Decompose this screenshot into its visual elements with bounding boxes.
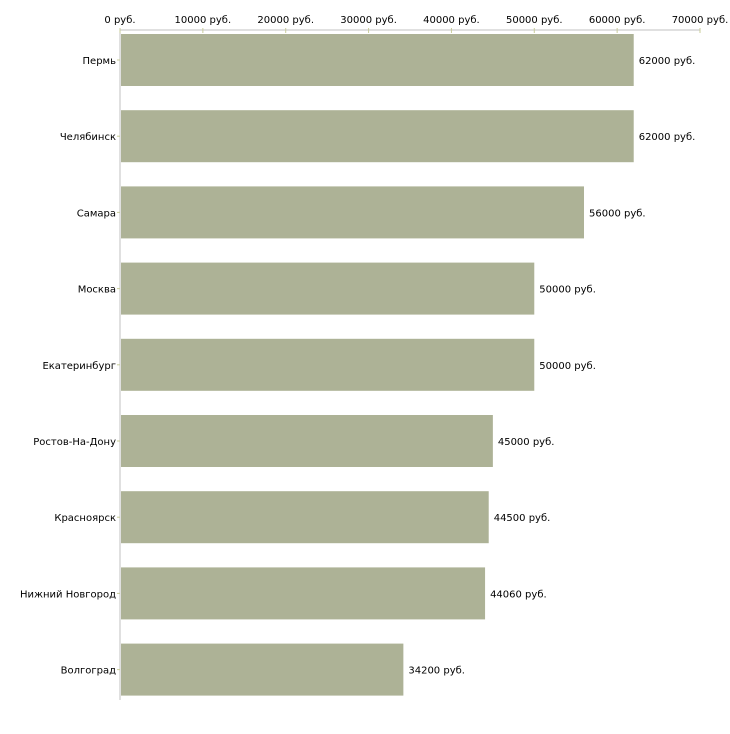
y-tick-label: Красноярск <box>54 513 116 524</box>
bar-0 <box>121 34 634 86</box>
data-label: 62000 руб. <box>639 56 696 67</box>
y-tick-label: Челябинск <box>60 132 116 143</box>
x-tick-label: 50000 руб. <box>506 15 563 26</box>
data-label: 62000 руб. <box>639 132 696 143</box>
y-tick-label: Екатеринбург <box>42 361 116 372</box>
x-tick-label: 30000 руб. <box>340 15 397 26</box>
bar-7 <box>121 567 486 620</box>
data-label: 45000 руб. <box>498 437 555 448</box>
x-tick-label: 10000 руб. <box>175 15 232 26</box>
y-tick-label: Ростов-На-Дону <box>33 437 116 448</box>
data-label: 50000 руб. <box>539 285 596 296</box>
y-tick-label: Самара <box>77 208 116 219</box>
y-tick-label: Пермь <box>83 56 117 67</box>
bar-5 <box>121 415 493 467</box>
bar-4 <box>121 338 535 391</box>
y-tick-label: Волгоград <box>61 666 116 677</box>
data-label: 56000 руб. <box>589 208 646 219</box>
data-label: 44500 руб. <box>494 513 551 524</box>
bar-2 <box>121 186 584 239</box>
y-tick-label: Нижний Новгород <box>20 589 116 600</box>
x-tick-label: 40000 руб. <box>423 15 480 26</box>
bar-1 <box>121 110 634 163</box>
data-label: 34200 руб. <box>408 666 465 677</box>
data-label: 44060 руб. <box>490 589 547 600</box>
bar-6 <box>121 491 489 544</box>
bar-8 <box>121 643 404 696</box>
x-tick-label: 70000 руб. <box>672 15 729 26</box>
y-tick-label: Москва <box>78 285 116 296</box>
x-tick-label: 0 руб. <box>104 15 135 26</box>
x-tick-label: 20000 руб. <box>257 15 314 26</box>
data-label: 50000 руб. <box>539 361 596 372</box>
x-tick-label: 60000 руб. <box>589 15 646 26</box>
bar-3 <box>121 262 535 315</box>
